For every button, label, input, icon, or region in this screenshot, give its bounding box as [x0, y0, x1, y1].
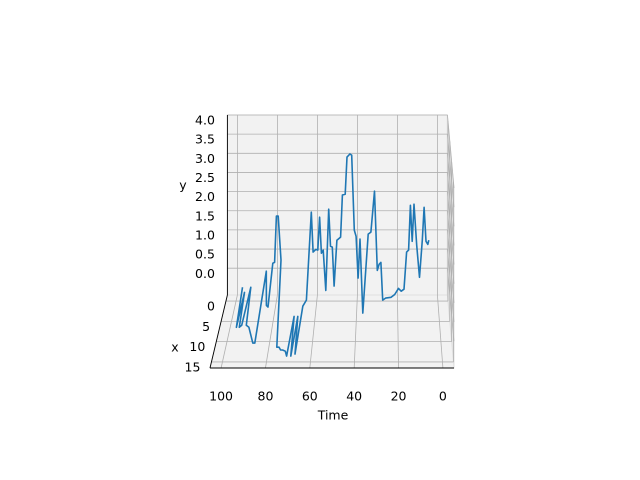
axis-line — [209, 294, 228, 369]
grid-line — [447, 210, 455, 284]
time-tick-label: 20 — [391, 389, 407, 404]
y-tick-label: 3.0 — [195, 151, 215, 166]
grid-line — [447, 153, 455, 227]
grid-line — [447, 172, 455, 246]
x-tick-label: 5 — [202, 319, 210, 334]
line — [235, 153, 430, 357]
y-tick-label: 0.0 — [195, 266, 215, 281]
grid-line — [447, 249, 455, 323]
time-tick-label: 0 — [439, 389, 447, 404]
time-axis-label: Time — [317, 408, 349, 423]
y-tick-label: 1.5 — [195, 208, 215, 223]
x-axis-label: x — [171, 340, 178, 355]
grid-line — [437, 294, 444, 369]
y-tick-label: 3.5 — [195, 132, 215, 147]
grid-line — [447, 229, 455, 303]
x-tick-label: 10 — [189, 339, 205, 354]
grid-line — [265, 294, 278, 369]
x-tick-label: 15 — [185, 359, 201, 374]
grid-line — [447, 268, 455, 342]
grid-line — [309, 294, 318, 369]
grid-line — [220, 294, 238, 369]
grid-line — [447, 114, 455, 189]
x-tick-label: 0 — [207, 299, 215, 314]
y-axis-label: y — [179, 178, 187, 193]
grid-line — [397, 294, 399, 369]
y-tick-label: 4.0 — [195, 113, 215, 128]
time-tick-label: 100 — [209, 389, 233, 404]
grid-line — [447, 134, 455, 208]
time-tick-label: 80 — [258, 389, 274, 404]
grid-line — [353, 294, 358, 369]
grid-line — [447, 191, 455, 265]
y-tick-label: 2.0 — [195, 189, 215, 204]
y-tick-label: 0.5 — [195, 247, 215, 262]
y-tick-label: 2.5 — [195, 170, 215, 185]
time-tick-label: 60 — [302, 389, 318, 404]
time-tick-label: 40 — [346, 389, 362, 404]
y-tick-label: 1.0 — [195, 227, 215, 242]
